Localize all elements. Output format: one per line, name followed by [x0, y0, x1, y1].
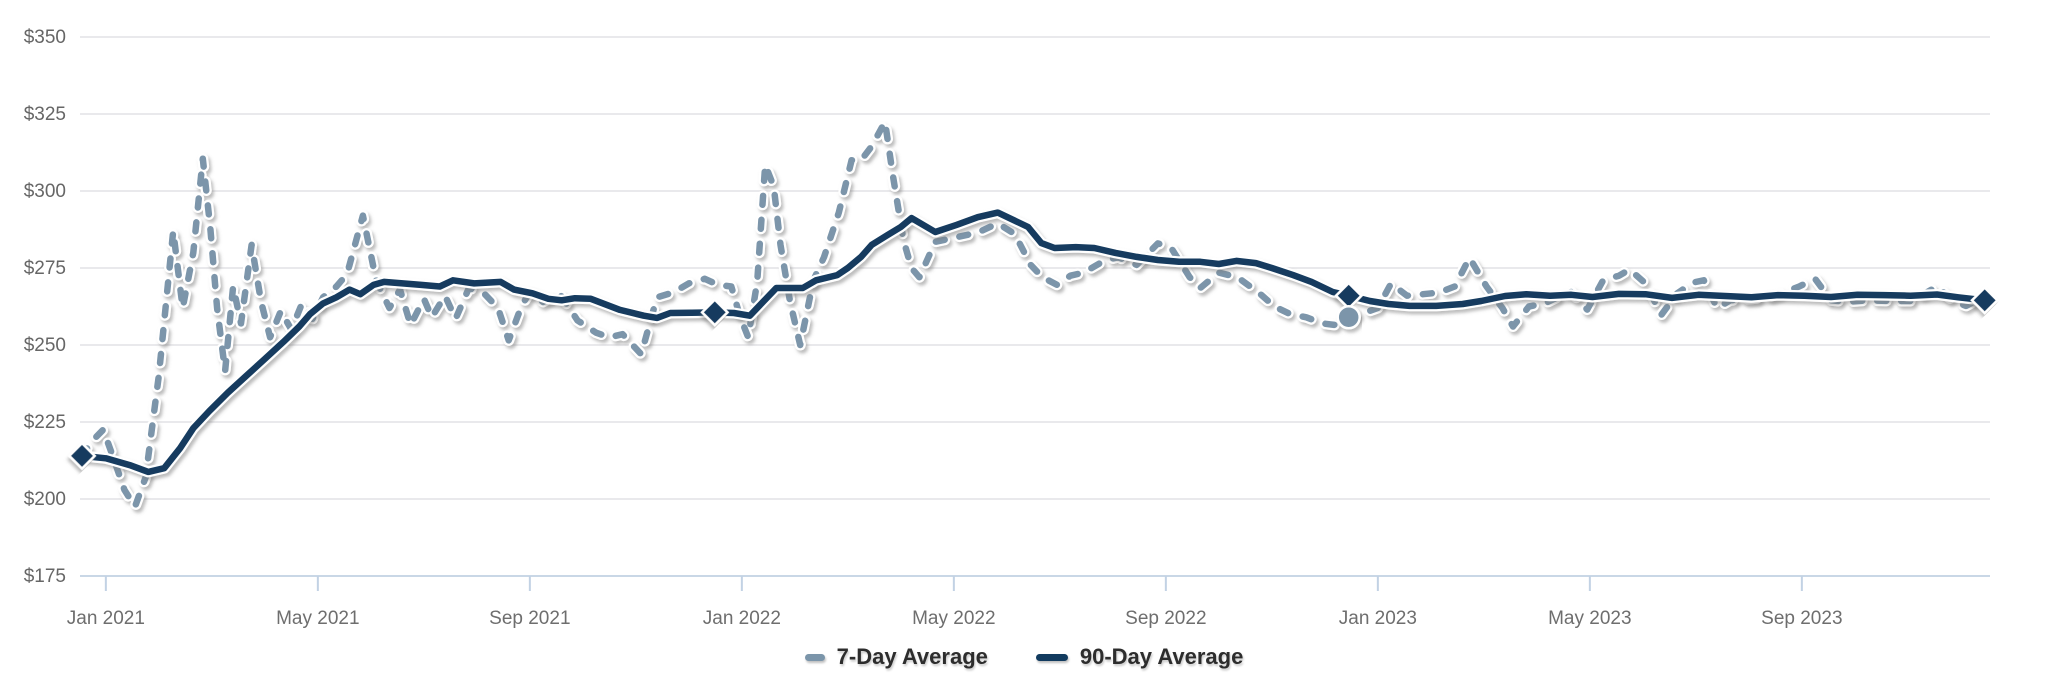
y-axis-label: $250 [24, 335, 66, 356]
line-stroke [81, 209, 1986, 476]
x-axis-label: May 2021 [276, 608, 359, 629]
x-axis-label: Jan 2022 [703, 608, 781, 629]
gridlines [80, 36, 1990, 500]
data-markers [67, 281, 2000, 471]
line-casing [81, 207, 1986, 478]
x-axis-label: Sep 2023 [1761, 608, 1842, 629]
ninety-day-average-line [81, 207, 1986, 478]
y-axis-label: $175 [24, 566, 66, 587]
x-axis-label: Sep 2021 [489, 608, 570, 629]
ninety-day-point-marker-diamond [67, 441, 97, 471]
seven-day-average-line [76, 116, 1991, 513]
legend-label-7-day: 7-Day Average [836, 644, 988, 669]
y-axis-label: $325 [24, 104, 66, 125]
x-axis-label: Sep 2022 [1125, 608, 1206, 629]
chart-legend: 7-Day Average 90-Day Average [0, 644, 2048, 670]
y-axis-label: $200 [24, 489, 66, 510]
y-axis-label: $225 [24, 412, 66, 433]
legend-label-90-day: 90-Day Average [1079, 644, 1244, 669]
seven-day-point-marker-circle [1336, 305, 1361, 330]
x-axis-label: May 2022 [912, 608, 995, 629]
ninety-day-point-marker-diamond [1334, 281, 1364, 311]
line-casing [76, 116, 1991, 513]
x-axis-label: Jan 2023 [1339, 608, 1417, 629]
y-axis-label: $350 [24, 27, 66, 48]
line-stroke [78, 118, 1988, 510]
data-series [76, 116, 1991, 513]
ninety-day-point-marker-diamond [700, 297, 730, 327]
ninety-day-line-swatch-icon [1035, 653, 1068, 661]
y-axis-label: $275 [24, 258, 66, 279]
y-axis-label: $300 [24, 181, 66, 202]
ninety-day-point-marker-diamond [1970, 285, 2000, 315]
seven-day-dash-swatch-icon [804, 653, 825, 661]
axes [80, 575, 1990, 591]
x-axis-label: May 2023 [1548, 608, 1631, 629]
legend-item-7-day-average[interactable]: 7-Day Average [804, 644, 988, 670]
legend-item-90-day-average[interactable]: 90-Day Average [1035, 644, 1244, 670]
x-axis-label: Jan 2021 [67, 608, 145, 629]
